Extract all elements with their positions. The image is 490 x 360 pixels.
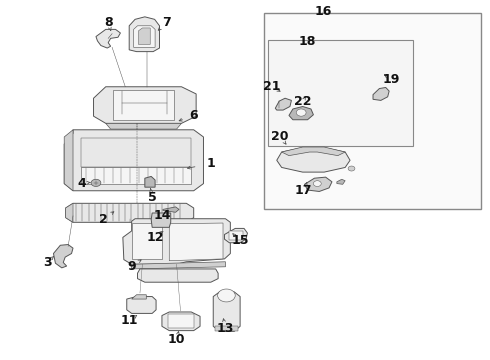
Polygon shape — [275, 98, 292, 110]
Text: 22: 22 — [294, 95, 312, 108]
Text: 6: 6 — [189, 109, 198, 122]
Text: 13: 13 — [217, 321, 234, 334]
Polygon shape — [138, 269, 218, 282]
Polygon shape — [81, 138, 191, 167]
Polygon shape — [96, 30, 121, 48]
Polygon shape — [106, 123, 181, 129]
Text: 2: 2 — [99, 213, 108, 226]
Polygon shape — [213, 292, 240, 331]
Text: 5: 5 — [148, 191, 156, 204]
Text: 20: 20 — [271, 130, 289, 144]
Circle shape — [218, 289, 235, 302]
Polygon shape — [373, 87, 389, 100]
Polygon shape — [53, 244, 73, 268]
Circle shape — [91, 179, 101, 186]
Text: 3: 3 — [43, 256, 51, 269]
Polygon shape — [132, 262, 225, 269]
Polygon shape — [163, 207, 179, 212]
Text: 8: 8 — [104, 16, 113, 29]
Polygon shape — [129, 17, 159, 51]
Circle shape — [296, 109, 306, 116]
Text: 11: 11 — [121, 314, 138, 328]
Polygon shape — [215, 326, 238, 330]
Polygon shape — [168, 315, 194, 328]
Circle shape — [348, 166, 355, 171]
Polygon shape — [66, 203, 194, 222]
Polygon shape — [64, 130, 73, 191]
Polygon shape — [277, 148, 350, 172]
Text: 17: 17 — [295, 184, 313, 197]
Polygon shape — [289, 107, 314, 120]
Polygon shape — [145, 176, 155, 187]
Text: 16: 16 — [315, 5, 332, 18]
Polygon shape — [123, 219, 230, 264]
Polygon shape — [305, 177, 332, 192]
Polygon shape — [81, 167, 191, 184]
Polygon shape — [282, 147, 345, 156]
Polygon shape — [224, 228, 247, 243]
Circle shape — [314, 181, 321, 186]
Polygon shape — [66, 203, 73, 222]
Polygon shape — [337, 179, 345, 184]
Polygon shape — [169, 223, 223, 261]
Text: 12: 12 — [147, 231, 164, 244]
Polygon shape — [64, 130, 203, 191]
Polygon shape — [139, 28, 150, 44]
Polygon shape — [94, 87, 196, 123]
Text: 10: 10 — [168, 333, 185, 346]
Polygon shape — [132, 223, 162, 259]
Text: 9: 9 — [127, 260, 136, 273]
Polygon shape — [134, 26, 155, 47]
Polygon shape — [229, 231, 243, 240]
Text: 19: 19 — [383, 73, 400, 86]
Text: 4: 4 — [77, 177, 86, 190]
Text: 14: 14 — [153, 210, 171, 222]
Text: 21: 21 — [263, 80, 281, 93]
Polygon shape — [162, 312, 200, 330]
Bar — [264, 13, 481, 209]
Polygon shape — [127, 297, 156, 314]
Polygon shape — [132, 295, 147, 299]
Bar — [269, 40, 413, 146]
Text: 7: 7 — [163, 16, 171, 29]
Polygon shape — [113, 90, 174, 120]
Text: 15: 15 — [231, 234, 249, 247]
Polygon shape — [151, 213, 171, 227]
Text: 18: 18 — [299, 35, 316, 49]
Text: 1: 1 — [206, 157, 215, 170]
